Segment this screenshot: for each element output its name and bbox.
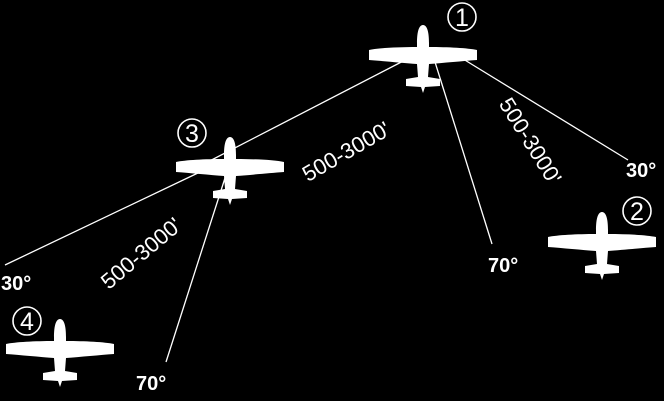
angle-label-70-right: 70° (488, 255, 518, 277)
guide-line-30-left (4, 171, 201, 266)
aircraft-1 (369, 25, 477, 93)
angle-label-30-left: 30° (1, 273, 31, 295)
position-number: 3 (185, 120, 199, 148)
position-badge-3: 3 (177, 118, 207, 148)
guide-line-30-right (454, 53, 629, 161)
position-number: 2 (630, 198, 644, 226)
range-label-middle: 500-3000' (298, 116, 395, 186)
position-number: 1 (455, 4, 469, 32)
plane-icon (369, 25, 477, 93)
angle-label-30-right: 30° (626, 160, 656, 182)
guide-line-70-left (165, 177, 226, 363)
position-badge-1: 1 (447, 2, 477, 32)
position-number: 4 (20, 308, 34, 336)
guide-line-70-right (434, 61, 493, 245)
position-badge-4: 4 (12, 306, 42, 336)
position-badge-2: 2 (622, 196, 652, 226)
angle-label-70-left: 70° (136, 373, 166, 395)
range-label-right: 500-3000' (494, 93, 567, 189)
range-label-left: 500-3000' (96, 212, 187, 294)
